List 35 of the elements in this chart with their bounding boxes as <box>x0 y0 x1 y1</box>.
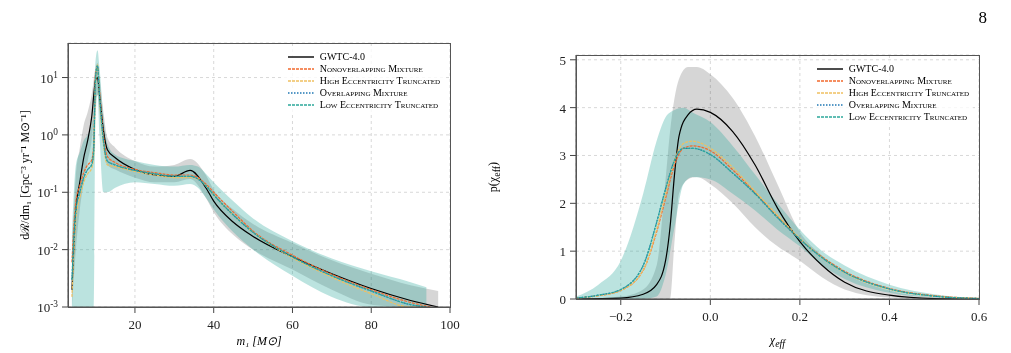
x-tick-label: 40 <box>207 317 221 332</box>
x-tick-label: 0.6 <box>970 309 988 324</box>
y-tick-label: 10$^{0}$ <box>40 126 59 143</box>
y-tick-label: 10$^{-3}$ <box>37 299 59 315</box>
y-axis-title: dℛ/dm₁ [Gpc⁻³ yr⁻¹ M⊙⁻¹] <box>16 110 33 240</box>
y-tick-label: 0 <box>559 292 566 307</box>
y-tick-label: 1 <box>559 244 566 260</box>
x-tick-label: 100 <box>440 317 460 332</box>
text: 8 <box>978 8 987 28</box>
x-tick-label: 60 <box>285 317 299 332</box>
y-tick-label: 3 <box>559 148 566 164</box>
y-tick-label: 10$^{1}$ <box>40 69 59 86</box>
legend-label: High Eccentricity Truncated <box>319 75 440 87</box>
x-axis-title: χ$_{eff}$ <box>768 332 787 349</box>
legend-label: High Eccentricity Truncated <box>848 87 969 99</box>
legend-label: Overlapping Mixture <box>319 87 408 99</box>
legend-label: GWTC-4.0 <box>319 51 365 63</box>
legend-label: GWTC-4.0 <box>848 63 894 75</box>
y-tick-label: 2 <box>559 196 566 212</box>
legend-label: Nonoverlapping Mixture <box>848 75 952 87</box>
x-tick-label: −0.2 <box>608 309 633 324</box>
x-tick-label: 0.2 <box>791 309 809 324</box>
x-tick-label: 0.4 <box>881 309 899 324</box>
x-axis-title: m₁ [M⊙] <box>235 334 283 349</box>
legend-label: Overlapping Mixture <box>848 99 937 111</box>
x-tick-label: 80 <box>364 317 378 332</box>
y-tick-label: 5 <box>559 52 566 68</box>
x-tick-label: 20 <box>128 317 142 332</box>
legend-label: Low Eccentricity Truncated <box>319 99 439 111</box>
y-tick-label: 10$^{-2}$ <box>37 241 59 258</box>
x-tick-label: 0.0 <box>702 309 719 324</box>
legend-label: Nonoverlapping Mixture <box>319 63 423 75</box>
legend-label: Low Eccentricity Truncated <box>848 111 968 123</box>
y-tick-label: 4 <box>559 100 567 116</box>
y-tick-label: 10$^{-1}$ <box>37 184 59 201</box>
